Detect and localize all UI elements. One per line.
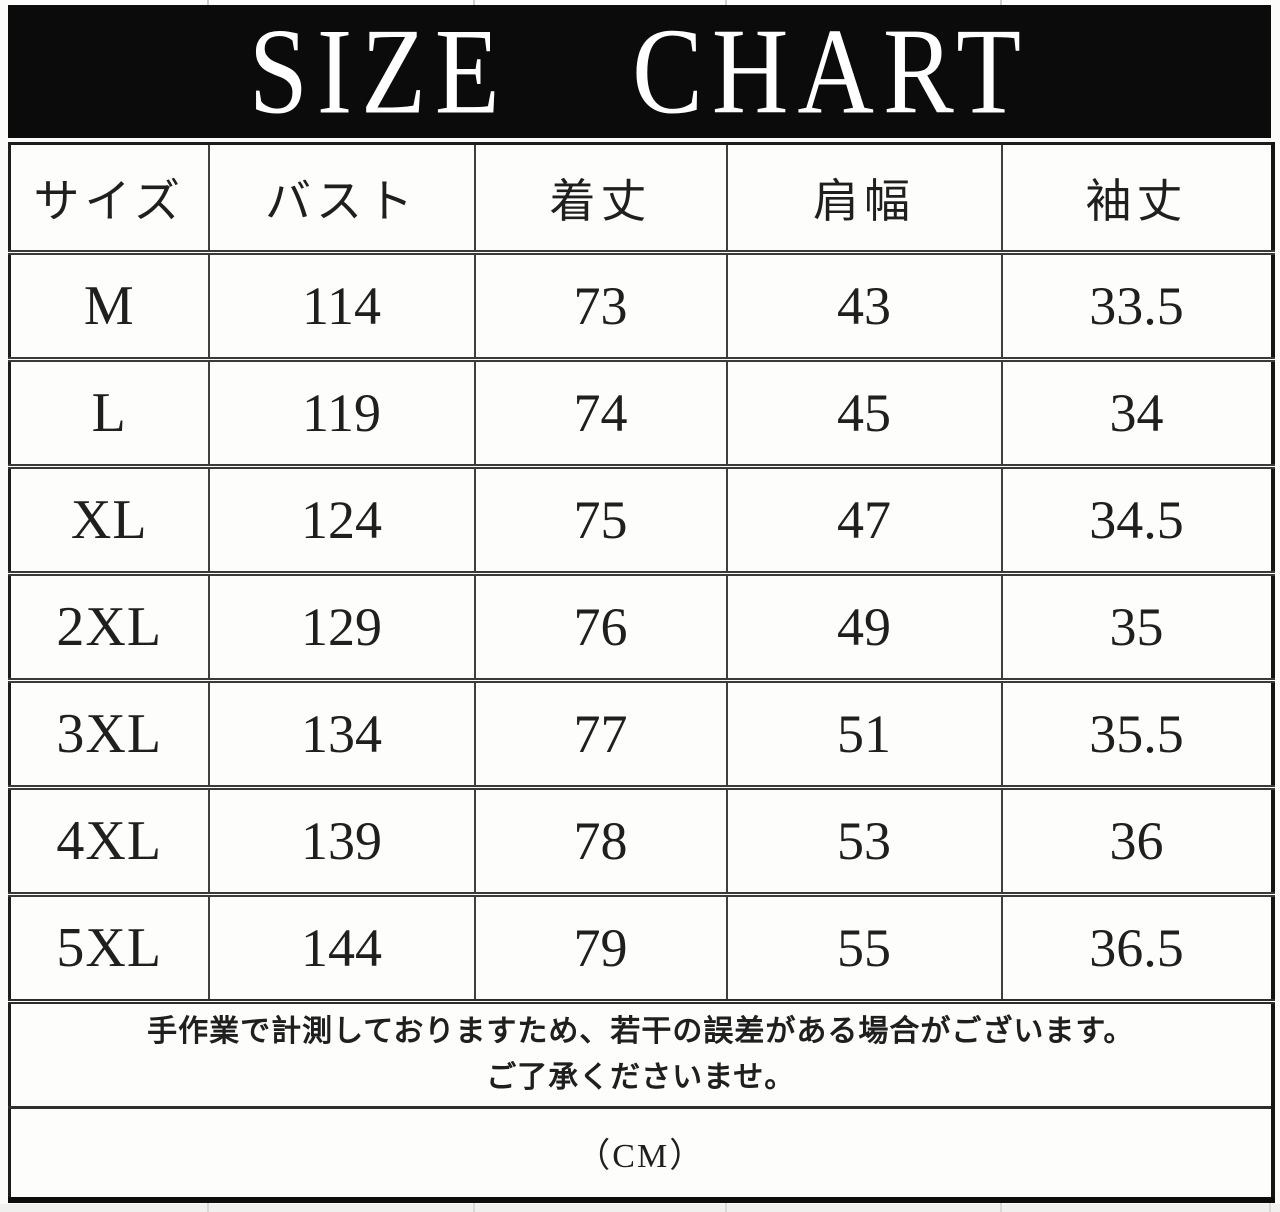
gridline-tick xyxy=(1269,1198,1271,1212)
cell-length: 78 xyxy=(473,785,728,895)
cell-bust: 119 xyxy=(207,357,476,467)
unit-label: （CM） xyxy=(8,1106,1274,1200)
table-row-2xl: 2XL 129 76 49 35 xyxy=(8,571,1274,681)
cell-size: M xyxy=(8,250,210,360)
cell-size: 5XL xyxy=(8,892,210,1002)
col-header-bust: バスト xyxy=(207,143,476,253)
gridline-tick xyxy=(207,1198,209,1212)
cell-length: 77 xyxy=(473,678,728,788)
gridline-tick xyxy=(473,1198,475,1212)
gridline-tick xyxy=(725,1198,727,1212)
cell-shoulder: 45 xyxy=(725,357,1003,467)
cell-sleeve: 36 xyxy=(1000,785,1274,895)
header-row: サイズ バスト 着丈 肩幅 袖丈 xyxy=(8,143,1274,253)
measurement-note-line1: 手作業で計測しておりますため、若干の誤差がある場合がございます。 xyxy=(147,1014,1135,1048)
table-row-xl: XL 124 75 47 34.5 xyxy=(8,464,1274,574)
measurement-note: 手作業で計測しておりますため、若干の誤差がある場合がございます。 ご了承ください… xyxy=(8,999,1274,1108)
cell-shoulder: 49 xyxy=(725,571,1003,681)
cell-sleeve: 34 xyxy=(1000,357,1274,467)
cell-bust: 139 xyxy=(207,785,476,895)
cell-shoulder: 43 xyxy=(725,250,1003,360)
measurement-note-line2: ご了承くださいませ。 xyxy=(486,1061,796,1094)
col-header-shoulder: 肩幅 xyxy=(725,143,1003,253)
cell-bust: 134 xyxy=(207,678,476,788)
table-row-3xl: 3XL 134 77 51 35.5 xyxy=(8,678,1274,788)
cell-bust: 114 xyxy=(207,250,476,360)
cell-length: 75 xyxy=(473,464,728,574)
cell-size: 4XL xyxy=(8,785,210,895)
title-banner: SIZE CHART xyxy=(8,3,1271,139)
cell-sleeve: 34.5 xyxy=(1000,464,1274,574)
cell-length: 76 xyxy=(473,571,728,681)
cell-size: 2XL xyxy=(8,571,210,681)
cell-sleeve: 35.5 xyxy=(1000,678,1274,788)
cell-bust: 129 xyxy=(207,571,476,681)
table-row-4xl: 4XL 139 78 53 36 xyxy=(8,785,1274,895)
gridline-tick xyxy=(473,0,475,6)
cell-size: 3XL xyxy=(8,678,210,788)
unit-row: （CM） xyxy=(8,1106,1274,1200)
page-title: SIZE CHART xyxy=(248,3,1031,139)
cell-size: XL xyxy=(8,464,210,574)
size-table: サイズ バスト 着丈 肩幅 袖丈 M 114 73 43 33.5 L 119 … xyxy=(8,142,1275,1203)
cell-size: L xyxy=(8,357,210,467)
col-header-size: サイズ xyxy=(8,143,210,253)
cell-sleeve: 36.5 xyxy=(1000,892,1274,1002)
gridline-tick xyxy=(1000,0,1002,6)
bottom-margin-shade xyxy=(0,1204,1280,1212)
cell-shoulder: 51 xyxy=(725,678,1003,788)
table-row-5xl: 5XL 144 79 55 36.5 xyxy=(8,892,1274,1002)
cell-shoulder: 47 xyxy=(725,464,1003,574)
cell-bust: 124 xyxy=(207,464,476,574)
cell-shoulder: 53 xyxy=(725,785,1003,895)
cell-sleeve: 35 xyxy=(1000,571,1274,681)
gridline-tick xyxy=(1000,1198,1002,1212)
col-header-sleeve: 袖丈 xyxy=(1000,143,1274,253)
table-row-l: L 119 74 45 34 xyxy=(8,357,1274,467)
cell-length: 74 xyxy=(473,357,728,467)
cell-length: 79 xyxy=(473,892,728,1002)
cell-bust: 144 xyxy=(207,892,476,1002)
col-header-length: 着丈 xyxy=(473,143,728,253)
cell-sleeve: 33.5 xyxy=(1000,250,1274,360)
cell-shoulder: 55 xyxy=(725,892,1003,1002)
gridline-tick xyxy=(725,0,727,6)
gridline-tick xyxy=(207,0,209,6)
table-row-m: M 114 73 43 33.5 xyxy=(8,250,1274,360)
cell-length: 73 xyxy=(473,250,728,360)
note-row: 手作業で計測しておりますため、若干の誤差がある場合がございます。 ご了承ください… xyxy=(8,999,1274,1108)
